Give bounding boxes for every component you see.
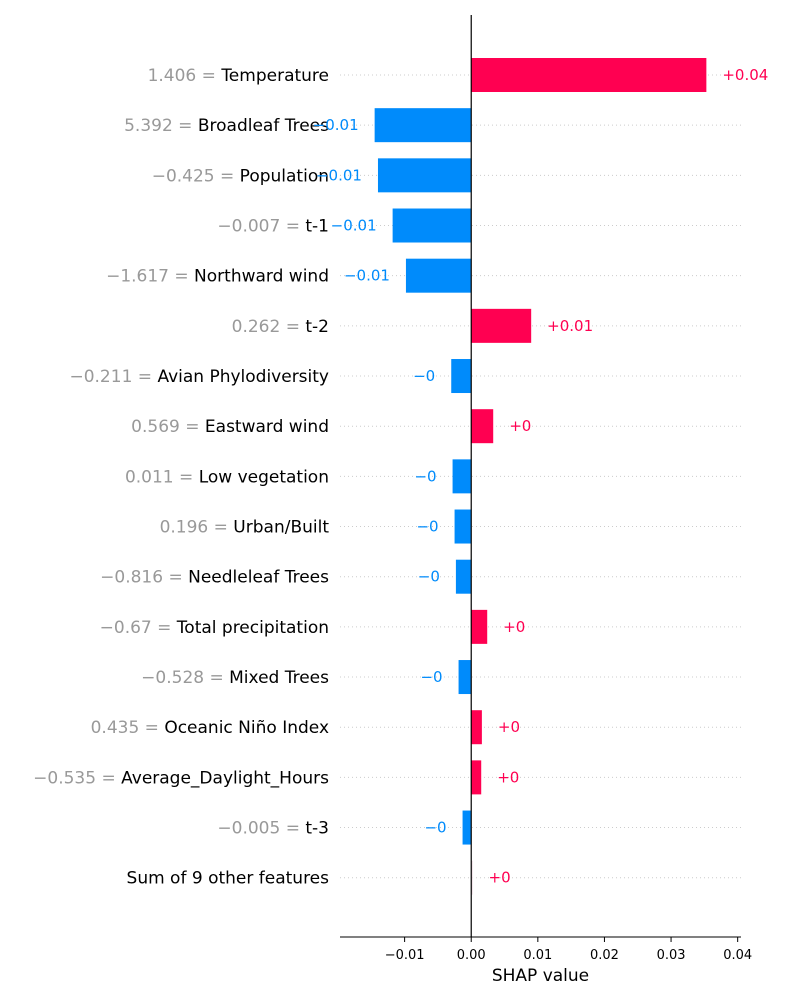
feature-label: 5.392 = Broadleaf Trees — [124, 116, 329, 136]
bar — [377, 158, 472, 193]
feature-value: −0.005 = — [217, 819, 305, 839]
feature-label: −0.211 = Avian Phylodiversity — [69, 367, 329, 387]
x-tick-label: 0.04 — [723, 948, 752, 963]
bar-value-label: −0 — [420, 668, 442, 686]
bar-value-label: −0.01 — [331, 217, 377, 235]
feature-label: −0.528 = Mixed Trees — [141, 668, 329, 688]
feature-name: Oceanic Niño Index — [164, 718, 329, 738]
bar-value-label: +0 — [498, 718, 520, 736]
feature-value: −0.528 = — [141, 668, 229, 688]
feature-label: −1.617 = Northward wind — [106, 267, 329, 287]
feature-value: 0.569 = — [131, 417, 205, 437]
bar — [452, 459, 472, 494]
feature-value: −0.211 = — [69, 367, 157, 387]
x-tick-label: 0.01 — [523, 948, 552, 963]
feature-value: 5.392 = — [124, 116, 198, 136]
bar-value-label: −0 — [414, 467, 436, 485]
bar — [471, 609, 488, 644]
bar — [392, 208, 472, 243]
feature-value: 0.262 = — [232, 317, 306, 337]
x-axis-title: SHAP value — [492, 966, 589, 986]
feature-value: 1.406 = — [148, 66, 222, 86]
feature-name: Low vegetation — [199, 467, 329, 487]
x-axis: −0.01 0.00 0.01 0.02 0.03 0.04 — [340, 936, 752, 963]
feature-value: −0.535 = — [33, 768, 121, 788]
feature-name: Mixed Trees — [229, 668, 329, 688]
feature-name: Needleleaf Trees — [188, 568, 329, 588]
feature-label: −0.535 = Average_Daylight_Hours — [33, 768, 329, 788]
feature-label: 0.569 = Eastward wind — [131, 417, 329, 437]
feature-value: 0.196 = — [160, 518, 234, 538]
feature-label: −0.425 = Population — [152, 166, 329, 186]
feature-value: 0.011 = — [125, 467, 199, 487]
feature-label: Sum of 9 other features — [127, 869, 330, 889]
bar-value-label: −0.01 — [313, 116, 359, 134]
feature-name: Northward wind — [194, 267, 329, 287]
bar-value-label: +0 — [497, 768, 519, 786]
feature-name: t-3 — [305, 819, 329, 839]
bar — [451, 359, 472, 394]
feature-value: −0.816 = — [100, 568, 188, 588]
bar-value-label: −0 — [416, 518, 438, 536]
feature-name: Population — [240, 166, 329, 186]
feature-name: Total precipitation — [176, 618, 329, 638]
feature-value: −0.425 = — [152, 166, 240, 186]
x-tick-label: 0.00 — [457, 948, 486, 963]
feature-name: Average_Daylight_Hours — [121, 768, 329, 788]
bar — [471, 308, 532, 343]
bar-value-label: −0 — [418, 568, 440, 586]
x-tick-label: 0.02 — [590, 948, 619, 963]
bar — [374, 108, 472, 143]
feature-label: −0.005 = t-3 — [217, 819, 329, 839]
bar-value-label: −0.01 — [344, 267, 390, 285]
bar — [462, 810, 472, 845]
feature-label: −0.007 = t-1 — [217, 217, 329, 237]
bar — [471, 710, 482, 745]
feature-label: 0.196 = Urban/Built — [160, 518, 330, 538]
feature-label: −0.67 = Total precipitation — [100, 618, 329, 638]
bars — [374, 58, 707, 895]
bar — [454, 509, 472, 544]
bar-value-label: +0 — [489, 869, 511, 887]
feature-value: −0.007 = — [217, 217, 305, 237]
bar-value-label: +0 — [509, 417, 531, 435]
feature-name: Sum of 9 other features — [127, 869, 330, 889]
bar — [471, 860, 473, 895]
feature-name: t-1 — [305, 217, 329, 237]
bar — [471, 58, 707, 92]
feature-label: 0.435 = Oceanic Niño Index — [91, 718, 329, 738]
bar-value-label: +0.01 — [547, 317, 593, 335]
feature-name: Temperature — [220, 66, 329, 86]
bar — [471, 409, 494, 444]
feature-name: Eastward wind — [205, 417, 329, 437]
bar — [405, 258, 472, 293]
bar-value-label: −0 — [413, 367, 435, 385]
feature-value: −0.67 = — [100, 618, 177, 638]
feature-name: Avian Phylodiversity — [157, 367, 329, 387]
bar-value-label: −0 — [424, 819, 446, 837]
feature-label: 0.262 = t-2 — [232, 317, 329, 337]
row-gridlines — [340, 74, 741, 879]
feature-name: t-2 — [305, 317, 329, 337]
feature-label: 1.406 = Temperature — [148, 66, 329, 86]
bar-value-label: −0.01 — [316, 166, 362, 184]
labels: 1.406 = Temperature +0.04 5.392 = Broadlea… — [33, 66, 768, 889]
bar-value-label: +0.04 — [722, 66, 768, 84]
feature-label: 0.011 = Low vegetation — [125, 467, 329, 487]
feature-value: −1.617 = — [106, 267, 194, 287]
feature-label: −0.816 = Needleleaf Trees — [100, 568, 329, 588]
bar-value-label: +0 — [503, 618, 525, 636]
x-tick-label: 0.03 — [657, 948, 686, 963]
feature-name: Urban/Built — [233, 518, 329, 538]
bar — [471, 760, 482, 795]
bar — [458, 660, 472, 695]
feature-name: Broadleaf Trees — [198, 116, 329, 136]
feature-value: 0.435 = — [91, 718, 165, 738]
x-tick-label: −0.01 — [385, 948, 425, 963]
bar — [455, 559, 472, 594]
